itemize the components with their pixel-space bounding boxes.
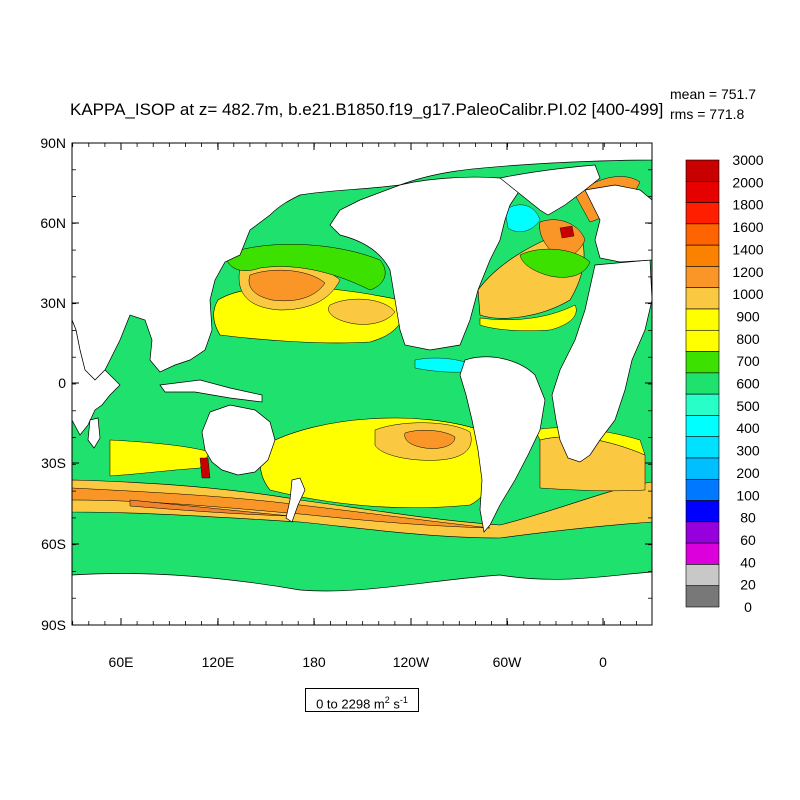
lon-label: 60W	[493, 654, 523, 670]
colorbar-label: 2000	[732, 174, 763, 190]
colorbar-swatch	[685, 180, 720, 203]
red-patch-australia	[199, 457, 211, 479]
colorbar-swatch	[685, 478, 720, 501]
colorbar-label: 60	[740, 532, 756, 548]
north-pacific-orange	[248, 269, 326, 301]
lon-label: 120E	[202, 654, 235, 670]
north-pacific-east-gold	[328, 298, 396, 325]
land-madagascar	[87, 417, 101, 449]
colorbar-label: 1600	[732, 219, 763, 235]
land-north-america	[329, 176, 521, 351]
colorbar-label: 80	[740, 510, 756, 526]
lon-label: 0	[599, 654, 607, 670]
colorbar-swatch	[685, 436, 720, 459]
colorbar: 3000200018001600140012001000900800700600…	[685, 152, 764, 615]
lon-label: 60E	[109, 654, 134, 670]
land-arctic-eurasia	[72, 143, 652, 381]
colorbar-label: 600	[736, 376, 760, 392]
north-atlantic-yellow	[479, 304, 577, 332]
colorbar-swatch	[685, 585, 720, 608]
colorbar-label: 900	[736, 308, 760, 324]
colorbar-label: 400	[736, 420, 760, 436]
colorbar-swatch	[685, 372, 720, 395]
land-africa	[551, 259, 652, 463]
mean-stat: mean = 751.7	[670, 86, 757, 102]
lat-label: 30N	[40, 295, 66, 311]
lat-label: 90N	[40, 135, 66, 151]
atlantic-green	[519, 248, 591, 278]
rms-stat: rms = 771.8	[670, 106, 745, 122]
colorbar-swatch	[685, 223, 720, 246]
map-plot-area	[72, 143, 652, 625]
colorbar-label: 800	[736, 331, 760, 347]
colorbar-swatch	[685, 266, 720, 289]
colorbar-swatch	[685, 564, 720, 587]
lon-label: 120W	[393, 654, 430, 670]
north-pacific-green	[224, 244, 386, 291]
lat-label: 30S	[41, 455, 66, 471]
colorbar-swatch	[685, 521, 720, 544]
colorbar-label: 1000	[732, 286, 763, 302]
colorbar-swatch	[685, 415, 720, 438]
colorbar-label: 0	[744, 599, 752, 615]
colorbar-label: 40	[740, 554, 756, 570]
land-antarctica	[72, 571, 652, 625]
colorbar-swatch	[685, 542, 720, 565]
land-new-zealand	[285, 477, 306, 523]
axis-labels: 90N 60N 30N 0 30S 60S 90S 60E 120E 180 120W 60W 0	[40, 135, 607, 670]
red-patch-greenland	[559, 225, 575, 239]
lat-label: 90S	[41, 617, 66, 633]
colorbar-label: 1200	[732, 264, 763, 280]
southern-band-orange	[72, 487, 491, 529]
colorbar-label: 200	[736, 465, 760, 481]
land-europe	[584, 184, 652, 263]
colorbar-label: 500	[736, 398, 760, 414]
land-masses	[72, 143, 652, 625]
land-south-america	[459, 356, 546, 533]
colorbar-swatch	[685, 500, 720, 523]
colorbar-swatch	[685, 244, 720, 267]
land-africa-west	[72, 319, 121, 436]
land-indonesia	[159, 379, 263, 403]
lat-label: 0	[58, 375, 66, 391]
colorbar-swatch	[685, 159, 720, 182]
colorbar-label: 1400	[732, 241, 763, 257]
colorbar-label: 1800	[732, 197, 763, 213]
colorbar-label: 100	[736, 487, 760, 503]
colorbar-label: 300	[736, 443, 760, 459]
colorbar-swatch	[685, 202, 720, 225]
lon-label: 180	[302, 654, 326, 670]
colorbar-swatch	[685, 393, 720, 416]
lat-label: 60S	[41, 536, 66, 552]
land-australia	[201, 404, 276, 476]
land-greenland	[499, 164, 601, 216]
colorbar-label: 3000	[732, 152, 763, 168]
cyan-patch-labrador	[504, 204, 541, 232]
colorbar-label: 20	[740, 577, 756, 593]
colorbar-swatch	[685, 457, 720, 480]
colorbar-swatch	[685, 287, 720, 310]
units-label: 0 to 2298 m2 s-1	[305, 688, 419, 712]
lat-label: 60N	[40, 215, 66, 231]
colorbar-swatch	[685, 308, 720, 331]
colorbar-swatch	[685, 351, 720, 374]
colorbar-swatch	[685, 329, 720, 352]
colorbar-label: 700	[736, 353, 760, 369]
map-title: KAPPA_ISOP at z= 482.7m, b.e21.B1850.f19…	[70, 100, 664, 119]
axis-ticks	[72, 142, 652, 626]
south-pacific-orange	[404, 429, 456, 449]
